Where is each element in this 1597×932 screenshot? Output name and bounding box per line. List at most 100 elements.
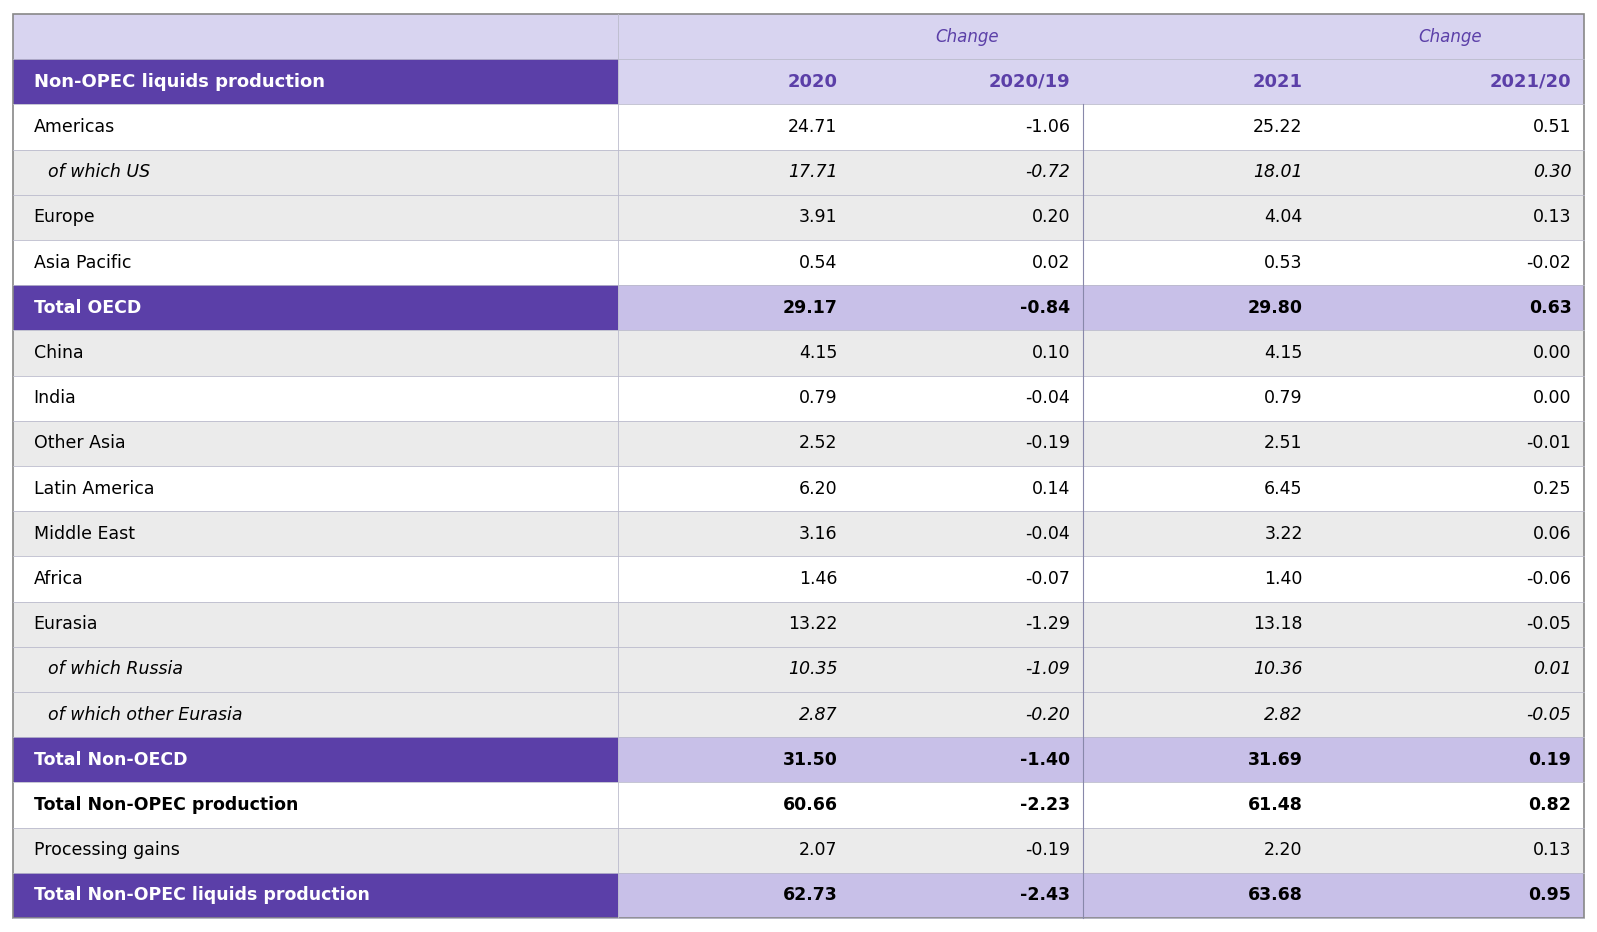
Bar (1316, 104, 1584, 149)
Text: -0.72: -0.72 (1025, 163, 1070, 181)
Bar (1083, 872, 1316, 918)
Bar (13, 331, 618, 376)
Text: 0.95: 0.95 (1528, 886, 1571, 904)
Bar (850, 240, 1083, 285)
Bar (850, 195, 1083, 240)
Bar (13, 421, 618, 466)
Bar (1316, 783, 1584, 828)
Text: Asia Pacific: Asia Pacific (34, 254, 131, 271)
Bar (850, 828, 1083, 872)
Bar (850, 14, 1083, 60)
Text: -0.19: -0.19 (1025, 842, 1070, 859)
Bar (1316, 195, 1584, 240)
Text: Total Non-OPEC production: Total Non-OPEC production (34, 796, 299, 814)
Bar (1316, 149, 1584, 195)
Bar (13, 511, 618, 556)
Text: 2020: 2020 (787, 73, 837, 90)
Text: 10.36: 10.36 (1254, 661, 1303, 678)
Text: 3.22: 3.22 (1265, 525, 1303, 542)
Text: -0.04: -0.04 (1025, 390, 1070, 407)
Text: 2021/20: 2021/20 (1490, 73, 1571, 90)
Bar (13, 104, 618, 149)
Bar (1083, 783, 1316, 828)
Text: 25.22: 25.22 (1254, 118, 1303, 136)
Bar (850, 104, 1083, 149)
Text: 0.02: 0.02 (1032, 254, 1070, 271)
Text: 10.35: 10.35 (787, 661, 837, 678)
Text: 6.20: 6.20 (798, 480, 837, 498)
Text: Middle East: Middle East (34, 525, 134, 542)
Text: 4.15: 4.15 (1265, 344, 1303, 362)
Bar (618, 511, 850, 556)
Text: -0.05: -0.05 (1527, 615, 1571, 633)
Bar (1083, 376, 1316, 421)
Bar (618, 195, 850, 240)
Bar (618, 783, 850, 828)
Bar (850, 692, 1083, 737)
Text: 0.14: 0.14 (1032, 480, 1070, 498)
Bar (13, 737, 618, 783)
Text: Americas: Americas (34, 118, 115, 136)
Text: -0.19: -0.19 (1025, 434, 1070, 452)
Bar (13, 376, 618, 421)
Text: -0.04: -0.04 (1025, 525, 1070, 542)
Bar (13, 60, 618, 104)
Text: Other Asia: Other Asia (34, 434, 125, 452)
Text: 4.04: 4.04 (1265, 209, 1303, 226)
Bar (618, 104, 850, 149)
Text: 0.53: 0.53 (1265, 254, 1303, 271)
Text: 0.25: 0.25 (1533, 480, 1571, 498)
Bar (618, 692, 850, 737)
Text: 29.17: 29.17 (783, 299, 837, 317)
Text: 62.73: 62.73 (783, 886, 837, 904)
Text: 17.71: 17.71 (787, 163, 837, 181)
Bar (618, 331, 850, 376)
Text: 0.19: 0.19 (1528, 751, 1571, 769)
Text: -1.29: -1.29 (1025, 615, 1070, 633)
Text: 0.54: 0.54 (798, 254, 837, 271)
Bar (1316, 828, 1584, 872)
Bar (850, 511, 1083, 556)
Text: -0.06: -0.06 (1527, 570, 1571, 588)
Bar (1316, 421, 1584, 466)
Text: 13.18: 13.18 (1254, 615, 1303, 633)
Bar (1083, 149, 1316, 195)
Text: 0.00: 0.00 (1533, 344, 1571, 362)
Text: -0.07: -0.07 (1025, 570, 1070, 588)
Text: 2021: 2021 (1252, 73, 1303, 90)
Text: 3.16: 3.16 (798, 525, 837, 542)
Text: of which US: of which US (48, 163, 150, 181)
Bar (618, 647, 850, 692)
Bar (13, 872, 618, 918)
Bar (1083, 692, 1316, 737)
Text: 0.30: 0.30 (1533, 163, 1571, 181)
Bar (618, 285, 850, 331)
Bar (850, 149, 1083, 195)
Bar (618, 14, 850, 60)
Bar (1083, 647, 1316, 692)
Bar (618, 466, 850, 511)
Text: Eurasia: Eurasia (34, 615, 97, 633)
Bar (1083, 828, 1316, 872)
Bar (1316, 466, 1584, 511)
Text: -1.09: -1.09 (1025, 661, 1070, 678)
Bar (618, 421, 850, 466)
Text: Europe: Europe (34, 209, 96, 226)
Text: 0.20: 0.20 (1032, 209, 1070, 226)
Text: -0.05: -0.05 (1527, 706, 1571, 723)
Bar (13, 14, 618, 60)
Bar (850, 421, 1083, 466)
Text: 1.40: 1.40 (1265, 570, 1303, 588)
Text: -0.02: -0.02 (1527, 254, 1571, 271)
Text: -1.40: -1.40 (1020, 751, 1070, 769)
Bar (1083, 602, 1316, 647)
Text: -1.06: -1.06 (1025, 118, 1070, 136)
Bar (850, 60, 1083, 104)
Bar (1083, 421, 1316, 466)
Text: of which other Eurasia: of which other Eurasia (48, 706, 243, 723)
Bar (850, 872, 1083, 918)
Bar (1316, 60, 1584, 104)
Bar (850, 647, 1083, 692)
Bar (13, 240, 618, 285)
Bar (13, 692, 618, 737)
